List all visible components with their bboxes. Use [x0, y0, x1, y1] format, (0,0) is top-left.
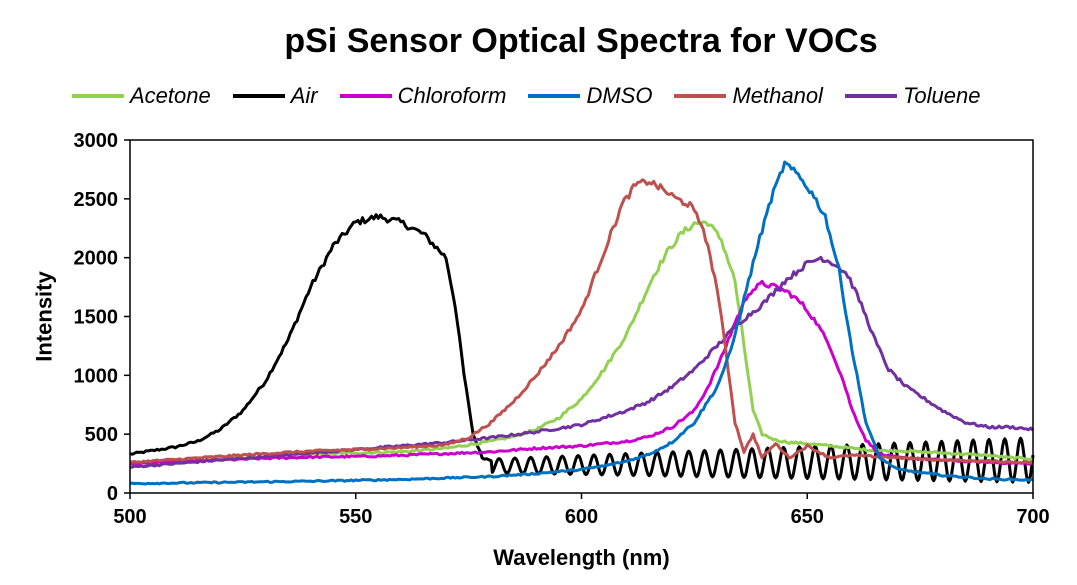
legend-swatch	[72, 94, 124, 98]
series-line-air	[129, 213, 1035, 484]
series-line-acetone	[129, 220, 1034, 466]
y-tick-label: 1000	[74, 365, 119, 387]
series-line-chloroform	[129, 279, 1033, 466]
series-line-toluene	[129, 255, 1035, 469]
x-axis-title: Wavelength (nm)	[493, 545, 669, 570]
y-axis-title: Intensity	[32, 271, 57, 362]
legend-swatch	[339, 94, 392, 98]
legend-swatch	[528, 94, 581, 98]
y-tick-label: 1500	[74, 307, 119, 329]
chart-title: pSi Sensor Optical Spectra for VOCs	[284, 22, 878, 60]
legend-item-methanol: Methanol	[674, 83, 823, 109]
y-tick-label: 0	[107, 483, 118, 505]
series-line-dmso	[129, 160, 1033, 486]
x-tick-label: 500	[113, 506, 146, 528]
legend-label: Toluene	[902, 83, 981, 108]
x-tick-label: 650	[791, 506, 824, 528]
series-line-methanol	[130, 178, 1034, 465]
legend-item-dmso: DMSO	[528, 83, 652, 109]
legend-label: Chloroform	[397, 83, 507, 108]
legend-item-air: Air	[232, 83, 318, 109]
plot-area	[129, 139, 1034, 494]
y-tick-label: 500	[85, 424, 118, 446]
legend-item-chloroform: Chloroform	[339, 83, 507, 109]
x-tick-label: 700	[1016, 506, 1049, 528]
legend-swatch	[232, 94, 285, 98]
y-tick-label: 3000	[74, 130, 119, 152]
legend-swatch	[674, 94, 727, 98]
legend-item-toluene: Toluene	[844, 83, 981, 109]
legend-label: DMSO	[586, 83, 653, 108]
legend-label: Air	[290, 83, 318, 108]
legend-item-acetone: Acetone	[72, 83, 211, 109]
x-tick-label: 550	[339, 506, 372, 528]
legend: Acetone Air Chloroform DMSO Methanol Toluene	[72, 83, 1002, 109]
y-tick-label: 2000	[74, 248, 119, 270]
legend-label: Acetone	[130, 83, 211, 108]
legend-label: Methanol	[732, 83, 823, 108]
legend-swatch	[844, 94, 897, 98]
x-tick-label: 600	[565, 506, 598, 528]
y-tick-label: 2500	[74, 189, 119, 211]
